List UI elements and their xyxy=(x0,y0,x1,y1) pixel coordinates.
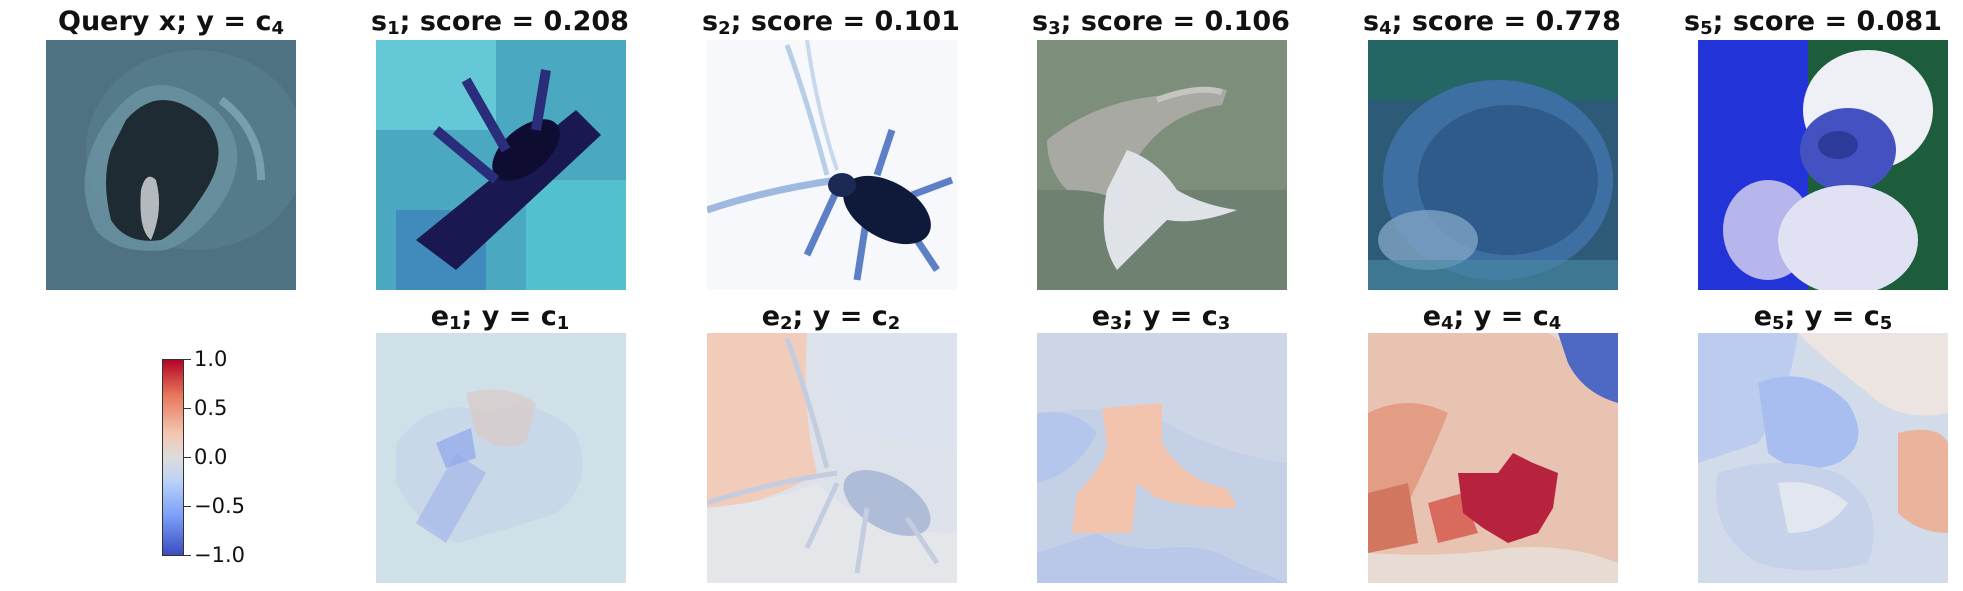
explanation-title-sub: 2 xyxy=(780,313,793,334)
dark-cave-or-alcove-icon xyxy=(46,40,296,290)
dark-insect-on-cyan-background xyxy=(376,40,626,290)
explanation-map-5 xyxy=(1698,333,1948,583)
explanation-title-sub2: 3 xyxy=(1217,313,1231,334)
colorbar-tick-label: 0.5 xyxy=(194,396,228,420)
attribution-map-5 xyxy=(1698,333,1948,583)
sample-title-main: s xyxy=(371,6,388,37)
explanation-title-main: e xyxy=(1091,301,1110,332)
colorbar xyxy=(162,359,184,556)
explanation-title-sub2: 5 xyxy=(1879,313,1893,334)
sample-title-sub: 3 xyxy=(1048,18,1061,39)
sample-title-main: s xyxy=(1032,6,1049,37)
sample-title-score: ; score = 0.106 xyxy=(1060,6,1290,37)
sample-title-5: s5; score = 0.081 xyxy=(1663,8,1963,38)
sample-image-3 xyxy=(1037,40,1287,290)
explanation-title-mid: ; y = c xyxy=(1784,301,1880,332)
explanation-title-mid: ; y = c xyxy=(1122,301,1218,332)
explanation-title-sub: 3 xyxy=(1110,313,1123,334)
sample-title-score: ; score = 0.101 xyxy=(730,6,960,37)
attribution-map-1 xyxy=(376,333,626,583)
explanation-map-4 xyxy=(1368,333,1618,583)
explanation-title-2: e2; y = c2 xyxy=(681,303,981,333)
colorbar-tick xyxy=(184,506,191,507)
explanation-title-3: e3; y = c3 xyxy=(1011,303,1311,333)
colorbar-tick-label: 0.0 xyxy=(194,445,228,469)
explanation-title-mid: ; y = c xyxy=(792,301,888,332)
explanation-title-mid: ; y = c xyxy=(1453,301,1549,332)
dolphin-leaping xyxy=(1037,40,1287,290)
sample-title-sub: 2 xyxy=(718,18,731,39)
explanation-title-sub: 4 xyxy=(1441,313,1454,334)
sample-title-sub: 1 xyxy=(387,18,400,39)
sample-title-2: s2; score = 0.101 xyxy=(681,8,981,38)
attribution-map-3 xyxy=(1037,333,1287,583)
explanation-map-2 xyxy=(707,333,957,583)
colorbar-tick xyxy=(184,408,191,409)
colorbar-tick-label: −1.0 xyxy=(194,543,245,567)
sample-image-4 xyxy=(1368,40,1618,290)
explanation-title-1: e1; y = c1 xyxy=(350,303,650,333)
explanation-title-sub: 1 xyxy=(449,313,462,334)
colorbar-tick xyxy=(184,457,191,458)
explanation-map-3 xyxy=(1037,333,1287,583)
monkey-blue-tone xyxy=(1698,40,1948,290)
explanation-title-mid: ; y = c xyxy=(461,301,557,332)
colorbar-tick xyxy=(184,359,191,360)
explanation-title-sub2: 1 xyxy=(556,313,570,334)
explanation-title-4: e4; y = c4 xyxy=(1342,303,1642,333)
explanation-title-5: e5; y = c5 xyxy=(1673,303,1963,333)
sample-image-5 xyxy=(1698,40,1948,290)
explanation-title-sub2: 2 xyxy=(887,313,901,334)
black-beetle-on-white xyxy=(707,40,957,290)
explanation-title-main: e xyxy=(430,301,449,332)
colorbar-tick xyxy=(184,555,191,556)
sample-title-sub: 5 xyxy=(1700,18,1713,39)
sample-image-2 xyxy=(707,40,957,290)
sample-title-score: ; score = 0.778 xyxy=(1391,6,1621,37)
explanation-title-sub2: 4 xyxy=(1548,313,1562,334)
query-title-sub: 4 xyxy=(271,18,284,39)
hedgehog-blue-tone xyxy=(1368,40,1618,290)
sample-title-3: s3; score = 0.106 xyxy=(1011,8,1311,38)
explanation-map-1 xyxy=(376,333,626,583)
sample-title-main: s xyxy=(1684,6,1701,37)
query-title-main: Query x; y = c xyxy=(58,6,272,37)
explanation-title-main: e xyxy=(761,301,780,332)
sample-title-1: s1; score = 0.208 xyxy=(350,8,650,38)
sample-title-main: s xyxy=(1363,6,1380,37)
attribution-map-4 xyxy=(1368,333,1618,583)
sample-title-sub: 4 xyxy=(1379,18,1392,39)
sample-title-main: s xyxy=(702,6,719,37)
sample-title-score: ; score = 0.081 xyxy=(1712,6,1942,37)
query-title: Query x; y = c4 xyxy=(21,8,321,38)
colorbar-tick-label: −0.5 xyxy=(194,494,245,518)
attribution-map-2 xyxy=(707,333,957,583)
colorbar-tick-label: 1.0 xyxy=(194,347,228,371)
explanation-title-main: e xyxy=(1422,301,1441,332)
sample-title-score: ; score = 0.208 xyxy=(399,6,629,37)
query-image xyxy=(46,40,296,290)
explanation-title-main: e xyxy=(1753,301,1772,332)
sample-image-1 xyxy=(376,40,626,290)
sample-title-4: s4; score = 0.778 xyxy=(1342,8,1642,38)
explanation-title-sub: 5 xyxy=(1772,313,1785,334)
